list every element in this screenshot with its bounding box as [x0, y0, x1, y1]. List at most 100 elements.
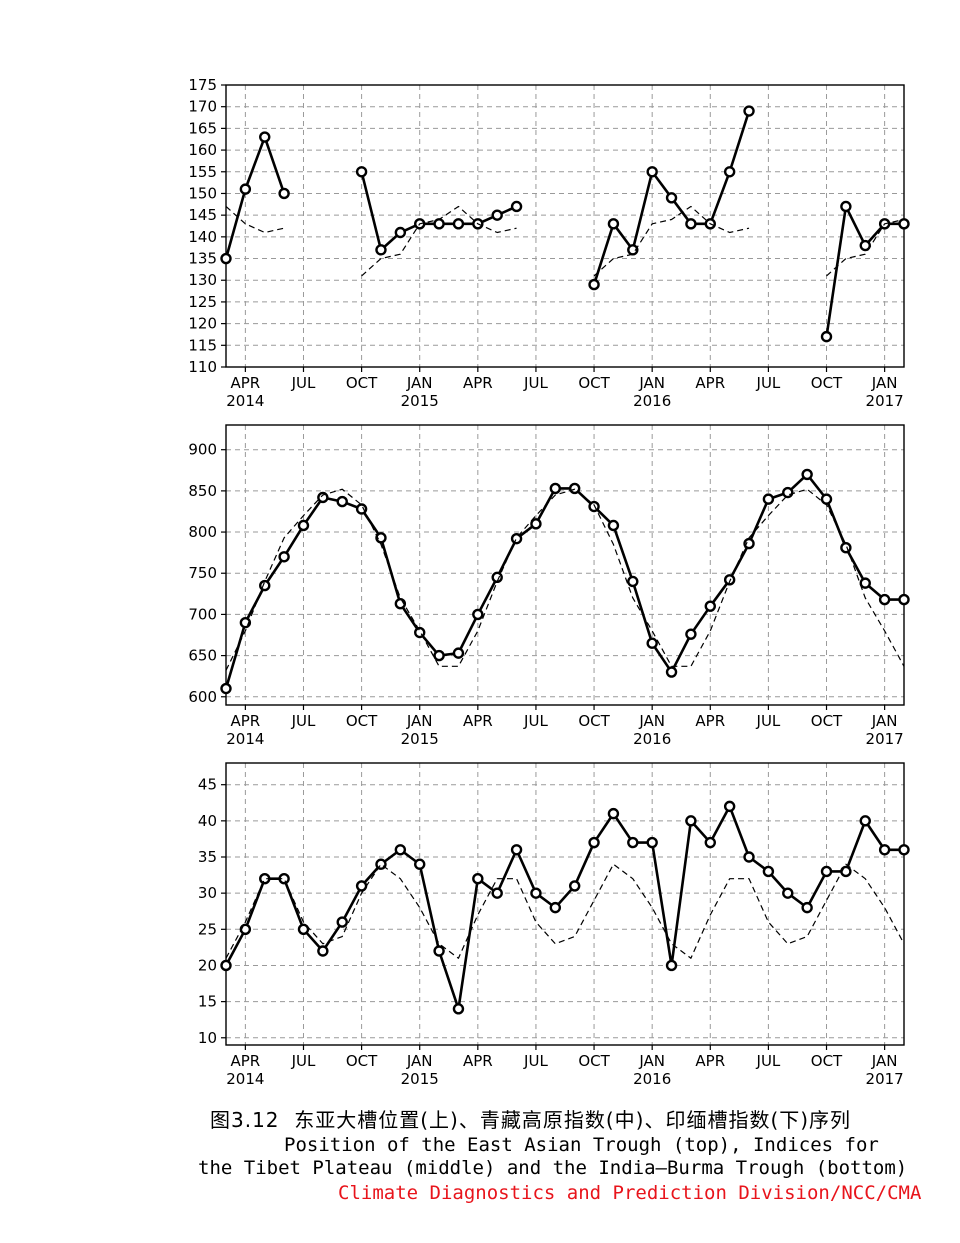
data-point — [375, 858, 387, 870]
x-tick-label: APR — [695, 1052, 725, 1070]
data-point — [317, 491, 329, 504]
y-tick-label: 10 — [198, 1029, 217, 1047]
x-year-label: 2017 — [866, 730, 904, 748]
data-point — [433, 945, 445, 957]
data-point — [220, 252, 232, 265]
data-point — [665, 959, 678, 972]
x-year-label: 2017 — [866, 1070, 904, 1088]
x-tick-label: JUL — [756, 1052, 781, 1070]
y-tick-label: 165 — [188, 119, 217, 137]
y-tick-label: 125 — [188, 293, 217, 311]
data-point — [840, 865, 852, 878]
x-tick-label: JAN — [871, 1052, 898, 1070]
observed-series-line — [825, 205, 904, 337]
plot-frame — [225, 84, 905, 368]
x-tick-label: JAN — [638, 374, 665, 392]
climatology-series-line — [225, 206, 285, 234]
data-point — [898, 593, 910, 606]
data-point — [607, 807, 620, 820]
y-tick-label: 850 — [188, 482, 217, 500]
x-tick-label: JUL — [291, 374, 316, 392]
x-tick-label: APR — [463, 1052, 493, 1070]
data-point — [588, 836, 600, 849]
data-point — [588, 278, 600, 291]
data-point — [355, 880, 368, 892]
data-point — [530, 887, 542, 899]
data-point — [414, 858, 426, 870]
data-point — [859, 239, 871, 252]
caption-chinese: 图3.12 东亚大槽位置(上)、青藏高原指数(中)、印缅槽指数(下)序列 — [210, 1108, 852, 1132]
y-tick-label: 800 — [188, 523, 217, 541]
data-point — [723, 800, 736, 813]
data-point — [549, 482, 562, 495]
data-point — [394, 844, 407, 856]
data-point — [452, 647, 465, 659]
data-point — [762, 865, 775, 878]
data-point — [297, 923, 310, 936]
data-point — [801, 468, 813, 481]
climatology-series-line — [361, 205, 517, 277]
x-tick-label: APR — [695, 712, 725, 730]
data-point — [259, 131, 271, 143]
x-tick-label: JAN — [638, 1052, 665, 1070]
data-point — [646, 836, 658, 849]
y-tick-label: 110 — [188, 358, 217, 376]
y-tick-label: 900 — [188, 441, 217, 459]
data-point — [820, 865, 833, 878]
x-year-label: 2015 — [401, 392, 439, 410]
climatology-series-line — [826, 218, 905, 277]
x-tick-label: OCT — [346, 374, 378, 392]
caption-english-line-1: Position of the East Asian Trough (top),… — [284, 1134, 879, 1156]
x-tick-label: JUL — [291, 712, 316, 730]
data-point — [336, 495, 348, 508]
y-tick-label: 750 — [188, 564, 217, 582]
data-point — [840, 200, 852, 213]
data-point — [375, 244, 387, 256]
data-point — [859, 577, 871, 589]
data-point — [568, 880, 581, 892]
x-year-label: 2016 — [633, 1070, 671, 1088]
x-year-label: 2015 — [401, 1070, 439, 1088]
x-year-label: 2017 — [866, 392, 904, 410]
x-tick-label: JUL — [291, 1052, 316, 1070]
data-point — [317, 945, 329, 957]
data-point — [472, 608, 484, 621]
data-point — [491, 209, 503, 221]
x-tick-label: JUL — [523, 374, 548, 392]
data-point — [452, 1003, 465, 1015]
x-tick-label: OCT — [578, 374, 610, 392]
data-point — [549, 901, 562, 914]
x-tick-label: JUL — [756, 712, 781, 730]
y-tick-label: 120 — [188, 315, 217, 333]
data-point — [762, 493, 775, 505]
data-point — [898, 844, 910, 856]
data-point — [723, 574, 736, 586]
panel-top-east-asian-trough: 110 115 120 125 130 135 140 145 150 155 160 165 170 1… — [188, 76, 910, 410]
x-tick-label: JAN — [871, 374, 898, 392]
data-point — [685, 218, 697, 230]
x-tick-label: JUL — [756, 374, 781, 392]
x-year-label: 2016 — [633, 392, 671, 410]
data-point — [239, 183, 252, 195]
y-tick-label: 135 — [188, 250, 217, 268]
data-point — [588, 500, 600, 513]
x-tick-label: OCT — [346, 712, 378, 730]
x-tick-label: OCT — [811, 374, 843, 392]
data-point — [859, 815, 871, 827]
data-point — [355, 503, 368, 515]
data-point — [607, 218, 620, 230]
data-point — [607, 519, 620, 532]
data-point — [898, 218, 910, 230]
data-point — [491, 571, 503, 584]
data-point — [510, 532, 523, 545]
x-tick-label: JAN — [871, 712, 898, 730]
x-tick-label: OCT — [578, 1052, 610, 1070]
data-point — [820, 330, 833, 343]
y-tick-label: 700 — [188, 605, 217, 623]
y-tick-label: 130 — [188, 271, 217, 289]
y-tick-label: 170 — [188, 98, 217, 116]
x-tick-label: APR — [231, 374, 261, 392]
data-point — [743, 851, 755, 863]
